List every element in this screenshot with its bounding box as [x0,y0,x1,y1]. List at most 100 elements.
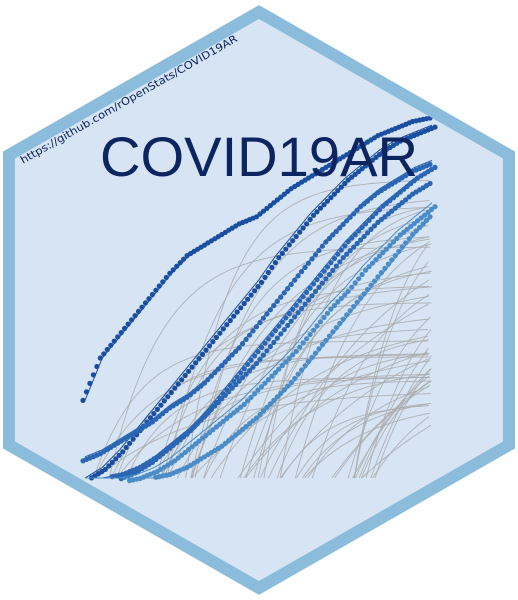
series-point [344,218,350,224]
series-point [300,294,306,300]
series-point [234,374,240,380]
series-point [376,207,383,213]
series-point [321,202,327,208]
series-point [404,183,410,190]
series-point [241,300,247,307]
series-point [253,324,260,330]
background-curve [257,216,432,479]
series-point [309,354,315,360]
series-point [376,253,383,259]
series-point [394,192,400,198]
series-point [288,380,294,386]
series-point [199,351,206,357]
series-point [363,163,369,169]
series-point [243,423,249,430]
series-point [243,371,249,377]
series-point [383,246,389,252]
background-curve [294,241,431,479]
series-point [154,406,160,412]
series-point [198,383,204,389]
series-point [387,198,393,204]
series-point [243,336,249,342]
series-point [369,214,376,220]
series-point [389,208,395,214]
series-point [226,389,232,395]
series-point [229,385,235,391]
series-point [257,356,263,362]
series-point [264,404,270,410]
series-point [369,157,376,163]
series-point [267,344,273,350]
series-point [290,238,296,244]
background-curve [296,402,432,479]
series-point [233,432,239,438]
series-point [359,224,365,230]
series-point [387,242,393,249]
series-point [317,272,324,278]
series-point [241,366,247,372]
series-point [335,251,341,257]
series-point [326,235,332,242]
background-curve [276,339,429,479]
series-point [160,279,166,285]
series-point [382,214,388,220]
series-point [222,359,228,365]
series-point [255,387,261,393]
series-point [328,306,334,312]
series-point [238,305,244,311]
background-curve [268,279,430,479]
series-point [390,195,396,201]
series-point [340,316,346,322]
series-point [364,198,371,204]
series-point [224,415,230,422]
series-point [316,284,322,290]
series-point [236,378,242,384]
series-point [349,284,355,290]
series-point [425,209,431,215]
series-point [264,348,270,354]
series-point [265,336,271,342]
series-point [174,440,180,446]
series-point [278,331,284,337]
series-point [253,214,260,220]
series-point [156,283,162,289]
series-point [338,295,344,302]
series-point [286,310,292,317]
series-point [153,287,159,293]
series-point [331,302,337,309]
series-point [423,217,430,223]
series-point [182,372,188,379]
background-curve [360,380,432,479]
series-point [184,431,190,437]
series-point [304,289,310,295]
background-curve [352,368,431,479]
series-point [233,348,239,354]
background-curve [372,416,430,479]
series-point [240,341,246,347]
series-point [240,426,246,432]
series-point [309,293,315,299]
background-curve [370,355,432,479]
series-point [191,389,197,395]
series-point [229,352,235,358]
series-point [368,226,374,232]
series-point [234,407,240,413]
series-point [359,166,365,172]
series-point [394,235,400,242]
series-point [215,366,221,372]
series-point [220,326,226,332]
series-point [293,348,299,354]
series-point [340,221,346,227]
series-point [186,446,192,453]
series-point [248,394,254,400]
series-point [170,267,176,273]
series-point [193,360,199,366]
sticker-title: COVID19AR [100,125,418,188]
series-point [226,355,232,362]
series-point [260,208,266,214]
series-point [156,413,162,419]
series-point [205,410,211,416]
series-point [321,268,327,274]
background-curve [354,261,429,479]
series-point [310,281,317,287]
